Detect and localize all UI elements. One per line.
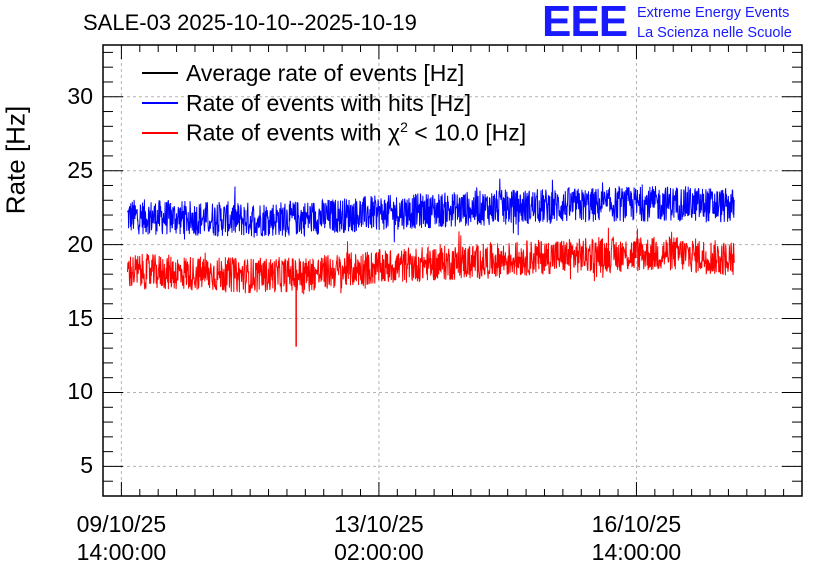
x-tick-date: 16/10/25 xyxy=(591,511,682,537)
legend-swatch-average xyxy=(142,72,178,74)
logo-subtitle-2: La Scienza nelle Scuole xyxy=(637,25,792,41)
y-tick-label: 25 xyxy=(67,156,93,183)
y-tick-label: 30 xyxy=(67,82,93,109)
y-axis-label: Rate [Hz] xyxy=(0,105,31,215)
x-tick-label: 09/10/25 14:00:00 xyxy=(51,510,191,566)
legend-label-average: Average rate of events [Hz] xyxy=(186,59,465,86)
x-tick-label: 16/10/25 14:00:00 xyxy=(566,510,706,566)
x-tick-time: 14:00:00 xyxy=(76,539,167,565)
y-tick-label: 20 xyxy=(67,230,93,257)
x-tick-label: 13/10/25 02:00:00 xyxy=(309,510,449,566)
x-tick-time: 14:00:00 xyxy=(591,539,682,565)
series-line-hits xyxy=(127,178,735,243)
chart-title: SALE-03 2025-10-10--2025-10-19 xyxy=(83,10,417,35)
legend-item-average: Average rate of events [Hz] xyxy=(142,58,464,88)
x-tick-date: 09/10/25 xyxy=(76,511,167,537)
series-line-chi2 xyxy=(127,227,735,295)
legend-swatch-hits xyxy=(142,102,178,104)
legend-item-chi2: Rate of events with χ2 < 10.0 [Hz] xyxy=(142,118,526,148)
legend-label-hits: Rate of events with hits [Hz] xyxy=(186,89,472,116)
eee-logo: EEE xyxy=(542,0,628,46)
legend-item-hits: Rate of events with hits [Hz] xyxy=(142,88,471,118)
y-tick-label: 10 xyxy=(67,378,93,405)
y-tick-label: 5 xyxy=(80,452,93,479)
x-tick-date: 13/10/25 xyxy=(334,511,424,537)
legend-swatch-chi2 xyxy=(142,132,178,134)
x-tick-time: 02:00:00 xyxy=(334,539,424,565)
y-tick-label: 15 xyxy=(67,304,93,331)
logo-subtitle-1: Extreme Energy Events xyxy=(637,5,790,21)
legend-label-chi2: Rate of events with χ2 < 10.0 [Hz] xyxy=(186,119,527,146)
